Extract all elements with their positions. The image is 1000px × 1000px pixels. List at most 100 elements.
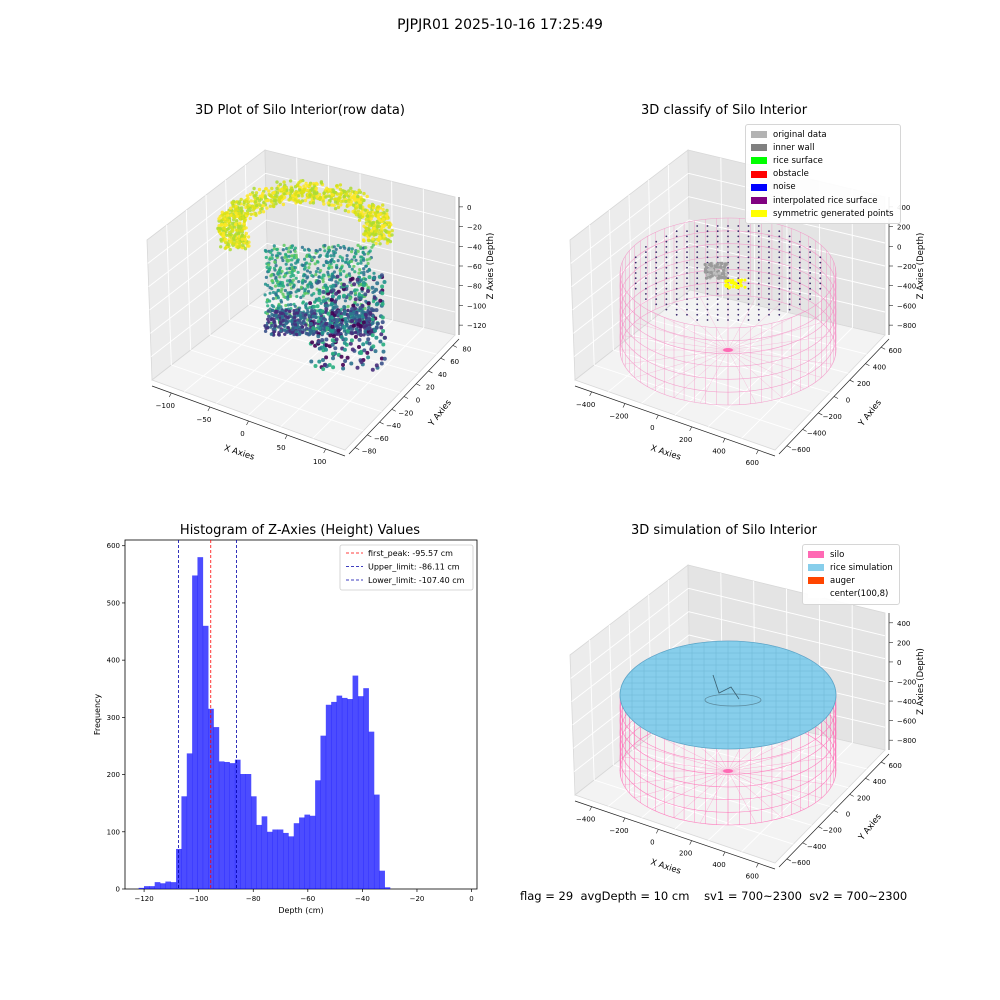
histogram-bar [165, 881, 172, 889]
simulation-silo-spoke [727, 770, 833, 786]
raw-point [336, 259, 340, 263]
classify-surface-point [655, 272, 658, 274]
classify-symmetric-point [733, 281, 737, 285]
classify-surface-point [696, 287, 699, 290]
raw-point [385, 208, 389, 213]
classify-surface-point [778, 246, 781, 248]
classify-surface-point [716, 225, 719, 227]
classify-inner-wall-point [722, 265, 726, 269]
classify-surface-point [768, 308, 770, 311]
classify-inner-wall-point [707, 268, 711, 272]
raw-point [313, 262, 317, 266]
raw-point [263, 329, 268, 333]
raw-point [363, 306, 367, 311]
histogram-bar [213, 727, 220, 889]
raw-point [382, 234, 386, 238]
raw-point [330, 294, 335, 299]
raw-point [231, 215, 236, 219]
raw-point [328, 260, 333, 264]
raw-point [365, 350, 370, 355]
classify-surface-point [645, 246, 647, 248]
raw-point [277, 307, 281, 311]
raw-point [288, 266, 292, 270]
simulation-legend-label: center(100,8) [830, 589, 889, 600]
raw-point [336, 332, 340, 336]
classify-legend-swatch [751, 183, 767, 191]
raw-point [334, 247, 338, 251]
raw-point [378, 235, 382, 239]
classify-surface-point [747, 261, 750, 264]
raw-point [355, 303, 360, 307]
raw-point [333, 200, 338, 204]
raw-point [325, 326, 330, 331]
raw-point [310, 340, 315, 345]
histogram-bar [363, 688, 369, 889]
classify-silo-spoke [727, 349, 757, 404]
classify-surface-point [665, 272, 668, 274]
raw-point [303, 198, 308, 203]
classify-surface-point [757, 272, 760, 274]
classify-surface-point [747, 298, 750, 300]
classify-surface-point [727, 308, 729, 311]
raw-point [328, 333, 333, 338]
classify-legend-item: obstacle [751, 168, 894, 181]
classify-y-tick [881, 346, 886, 350]
raw-points [216, 179, 394, 372]
raw-point [309, 310, 313, 314]
raw-point [282, 188, 287, 192]
classify-silo-spoke [727, 296, 757, 351]
histogram-bar [143, 886, 150, 889]
raw-point [325, 288, 330, 293]
raw-point [342, 311, 347, 316]
histogram-legend-label: Lower_limit: -107.40 cm [368, 576, 465, 585]
raw-point [219, 245, 223, 249]
raw-point [322, 202, 326, 206]
classify-surface-point [747, 225, 750, 227]
raw-point [267, 268, 271, 272]
raw-point [319, 181, 324, 185]
raw-point [308, 262, 312, 266]
classify-surface-point [798, 256, 801, 259]
raw-point [317, 192, 322, 197]
raw-point [353, 198, 357, 202]
raw-point [336, 328, 341, 333]
raw-point [387, 230, 391, 234]
raw-point [351, 303, 356, 308]
classify-grid [667, 164, 672, 306]
raw-point [278, 182, 283, 187]
raw-point [388, 239, 393, 244]
raw-point [291, 194, 295, 198]
raw-x-tick-label: −100 [156, 402, 175, 410]
classify-surface-point [716, 313, 719, 316]
classify-surface-point [696, 272, 699, 274]
classify-surface-point [737, 266, 740, 269]
raw-point [303, 316, 307, 320]
classify-surface-point [686, 240, 688, 243]
classify-surface-point [675, 235, 678, 238]
classify-surface-point [686, 298, 688, 300]
raw-point [337, 196, 341, 200]
classify-surface-point [634, 272, 637, 274]
raw-point [356, 262, 360, 266]
raw-point [320, 276, 324, 280]
raw-point [326, 201, 330, 205]
raw-point [304, 302, 308, 306]
raw-point [314, 248, 318, 253]
raw-point [335, 192, 340, 196]
classify-surface-point [655, 256, 658, 259]
raw-point [225, 218, 230, 222]
classify-surface-point [757, 308, 760, 311]
classify-legend-swatch [751, 170, 767, 178]
classify-surface-point [634, 287, 637, 290]
raw-point [366, 289, 370, 294]
classify-surface-point [655, 287, 658, 290]
classify-silo-spoke [699, 349, 729, 404]
raw-point [358, 306, 363, 310]
classify-surface-point [686, 303, 688, 306]
classify-surface-point [675, 272, 678, 274]
classify-surface-point [675, 293, 678, 295]
raw-point [235, 214, 240, 219]
raw-point [320, 309, 325, 314]
raw-point [362, 333, 366, 337]
raw-point [367, 231, 371, 236]
